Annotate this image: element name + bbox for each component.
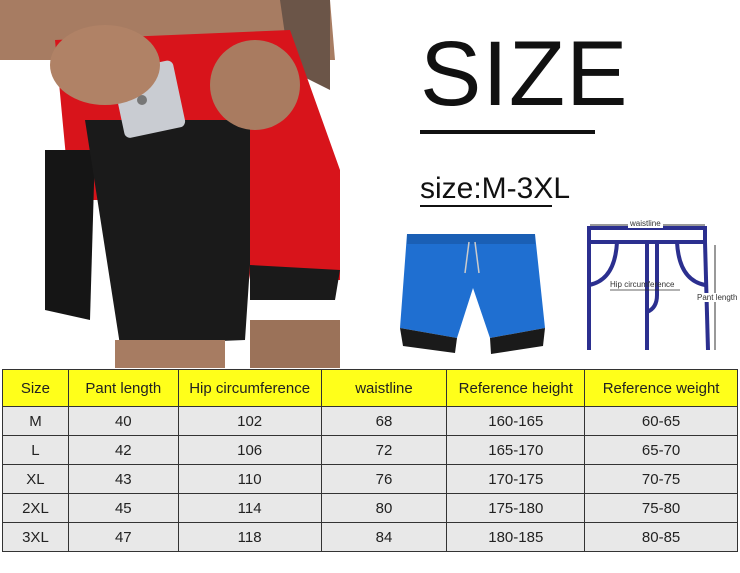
table-cell: 170-175 bbox=[446, 464, 586, 494]
measurement-diagram bbox=[587, 224, 716, 351]
black-compression-shorts bbox=[85, 120, 340, 345]
column-header: Reference height bbox=[446, 369, 586, 407]
column-header: Size bbox=[2, 369, 69, 407]
table-cell: 84 bbox=[320, 522, 448, 552]
column-header: Reference weight bbox=[584, 369, 738, 407]
table-row: L 42 106 72 165-170 65-70 bbox=[2, 435, 738, 465]
table-cell: 70-75 bbox=[584, 464, 738, 494]
left-hand bbox=[50, 25, 160, 105]
subtitle-underline bbox=[420, 205, 552, 207]
table-cell: 75-80 bbox=[584, 493, 738, 523]
table-cell: 110 bbox=[177, 464, 322, 494]
size-range: size:M-3XL bbox=[420, 172, 571, 205]
waistline-label: waistline bbox=[628, 219, 663, 228]
table-row: M 40 102 68 160-165 60-65 bbox=[2, 406, 738, 436]
table-cell: 175-180 bbox=[446, 493, 586, 523]
table-cell: 47 bbox=[67, 522, 179, 552]
table-row: 3XL 47 118 84 180-185 80-85 bbox=[2, 522, 738, 552]
table-cell: 72 bbox=[320, 435, 448, 465]
table-cell: 114 bbox=[177, 493, 322, 523]
table-cell: 2XL bbox=[2, 493, 69, 523]
table-row: XL 43 110 76 170-175 70-75 bbox=[2, 464, 738, 494]
table-cell: 76 bbox=[320, 464, 448, 494]
black-flap bbox=[45, 150, 95, 320]
table-cell: 80 bbox=[320, 493, 448, 523]
page-title: SIZE bbox=[420, 23, 629, 125]
table-cell: 42 bbox=[67, 435, 179, 465]
table-cell: 165-170 bbox=[446, 435, 586, 465]
title-underline bbox=[420, 130, 595, 134]
table-header-row: Size Pant length Hip circumference waistlin… bbox=[2, 369, 738, 407]
table-cell: 60-65 bbox=[584, 406, 738, 436]
table-cell: 43 bbox=[67, 464, 179, 494]
model-photo bbox=[0, 0, 350, 368]
table-cell: 118 bbox=[177, 522, 322, 552]
table-cell: 3XL bbox=[2, 522, 69, 552]
hip-circumference-label: Hip circumference bbox=[610, 280, 675, 289]
table-cell: 102 bbox=[177, 406, 322, 436]
leg-skin bbox=[115, 340, 225, 368]
leg-skin bbox=[250, 320, 340, 368]
table-cell: 45 bbox=[67, 493, 179, 523]
table-cell: XL bbox=[2, 464, 69, 494]
right-hand bbox=[210, 40, 300, 130]
table-cell: 160-165 bbox=[446, 406, 586, 436]
column-header: Pant length bbox=[67, 369, 179, 407]
table-cell: L bbox=[2, 435, 69, 465]
column-header: waistline bbox=[320, 369, 448, 407]
table-cell: 65-70 bbox=[584, 435, 738, 465]
table-cell: 40 bbox=[67, 406, 179, 436]
table-cell: 180-185 bbox=[446, 522, 586, 552]
size-table: Size Pant length Hip circumference waistlin… bbox=[2, 369, 738, 552]
table-cell: M bbox=[2, 406, 69, 436]
table-cell: 106 bbox=[177, 435, 322, 465]
table-cell: 68 bbox=[320, 406, 448, 436]
apple-logo-icon bbox=[137, 95, 147, 105]
table-cell: 80-85 bbox=[584, 522, 738, 552]
table-row: 2XL 45 114 80 175-180 75-80 bbox=[2, 493, 738, 523]
pant-length-label: Pant length bbox=[697, 293, 738, 302]
blue-shorts-photo bbox=[400, 234, 545, 354]
column-header: Hip circumference bbox=[177, 369, 322, 407]
